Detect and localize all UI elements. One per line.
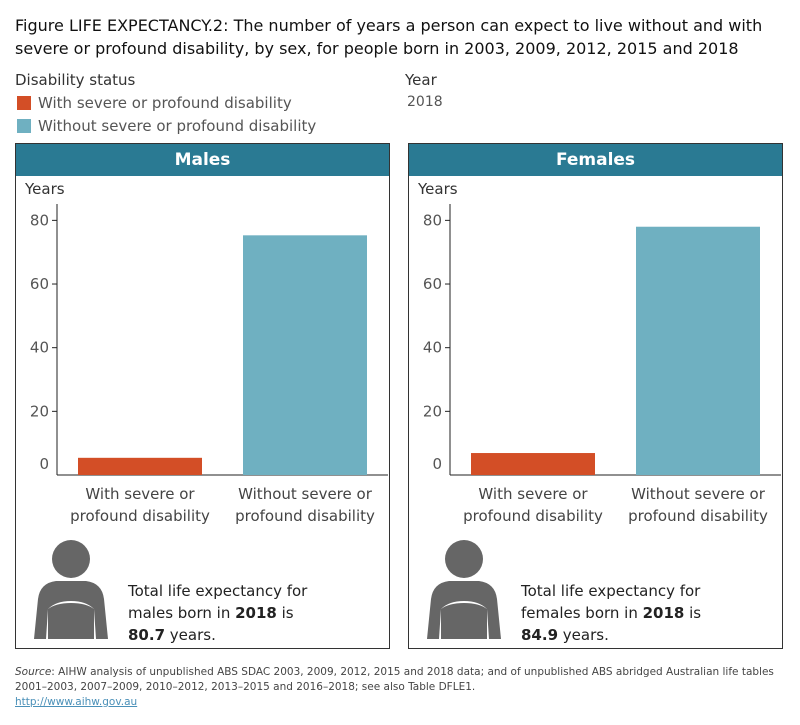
total-life-expectancy-note: Total life expectancy for males born in … [128,582,308,644]
person-icon [427,540,501,639]
y-tick-label: 40 [30,339,49,357]
panel-header: Females [409,144,782,176]
legend-label: With severe or profound disability [38,94,292,112]
y-tick-label: 20 [423,402,442,420]
legend-item-without[interactable]: Without severe or profound disability [17,117,316,135]
females-panel: Females Years 0 20 40 60 80 With severe or pr… [408,143,783,649]
source-label: Source [15,666,52,678]
bar-chart: 0 20 40 60 80 [423,204,781,476]
legend-label: Without severe or profound disability [38,117,317,135]
y-tick-label: 0 [39,455,49,473]
panel-header: Males [16,144,389,176]
year-filter-title: Year [405,71,437,89]
y-tick-label: 20 [30,402,49,420]
source-link[interactable]: http://www.aihw.gov.au [15,696,138,708]
category-label: Without severe or profound disability [235,485,375,525]
males-panel: Males Years 0 20 40 60 80 With severe or prof… [15,143,390,649]
figure-title: Figure LIFE EXPECTANCY.2: The number of … [15,16,763,58]
bar-with-disability [471,453,595,475]
y-axis-label: Years [25,180,65,198]
person-icon [34,540,108,639]
bar-without-disability [636,226,760,475]
legend-swatch [17,119,31,133]
y-axis-label: Years [418,180,458,198]
y-tick-label: 80 [30,211,49,229]
legend-title: Disability status [15,71,136,89]
total-life-expectancy-note: Total life expectancy for females born i… [521,582,702,644]
category-label: With severe or profound disability [70,485,210,525]
legend-swatch [17,96,31,110]
year-filter-value[interactable]: 2018 [407,94,443,110]
y-tick-label: 80 [423,211,442,229]
y-tick-label: 60 [423,275,442,293]
bar-with-disability [78,457,202,475]
category-label: With severe or profound disability [463,485,603,525]
bar-without-disability [243,235,367,475]
y-tick-label: 0 [432,455,442,473]
category-label: Without severe or profound disability [628,485,768,525]
source-note: Source: AIHW analysis of unpublished ABS… [15,665,795,710]
y-tick-label: 40 [423,339,442,357]
y-tick-label: 60 [30,275,49,293]
legend-item-with[interactable]: With severe or profound disability [17,94,292,112]
source-text: : AIHW analysis of unpublished ABS SDAC … [15,666,774,693]
bar-chart: 0 20 40 60 80 [30,204,388,476]
